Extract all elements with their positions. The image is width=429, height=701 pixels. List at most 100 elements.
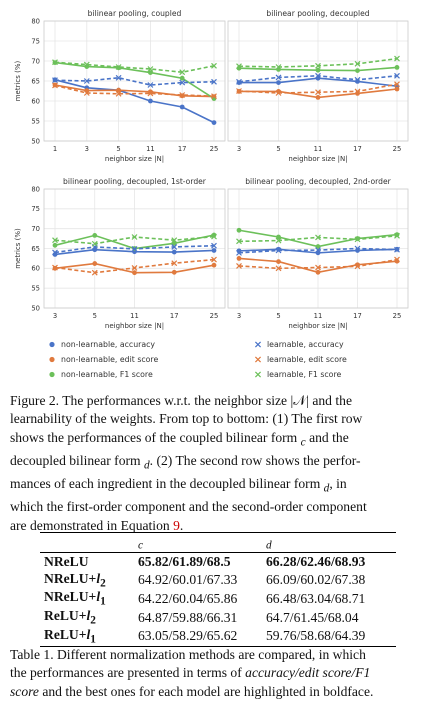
x-tick-label: 25 [210,145,219,153]
data-point [276,259,281,264]
y-tick-label: 55 [31,285,40,293]
data-point [395,87,400,92]
table-cell: 65.82/61.89/68.5 [132,552,260,571]
legend-marker [255,372,260,377]
y-tick-label: 65 [31,77,40,85]
legend-marker [49,342,54,347]
y-tick-label: 50 [31,304,40,312]
table-caption-text: Different normalization methods are comp… [54,647,366,662]
x-tick-label: 11 [146,145,155,153]
table-caption-label: Table 1. [10,647,54,662]
data-point [132,270,137,275]
x-tick-label: 5 [276,145,280,153]
y-tick-label: 75 [31,37,40,45]
x-axis-label: neighbor size |N| [105,322,164,330]
y-axis-label: metrics (%) [14,60,22,101]
data-point [172,270,177,275]
y-tick-label: 60 [31,265,40,273]
x-tick-label: 11 [314,312,323,320]
data-point [148,99,153,104]
table-col-header: 𝒨c [132,533,260,553]
y-tick-label: 50 [31,137,40,145]
figure-caption-label: Figure 2. [10,393,59,408]
x-axis-label: neighbor size |N| [288,322,347,330]
x-tick-label: 3 [85,145,89,153]
figure-caption-text: which the first-order component and the … [10,498,416,516]
y-tick-label: 65 [31,245,40,253]
table-caption-text: accuracy/edit score/F1 [245,665,370,680]
table-caption-text: and the best ones for each model are hig… [39,684,373,699]
figure-caption-text: mances of each ingredient in the decoupl… [10,476,324,491]
data-point [212,120,217,125]
y-tick-label: 70 [31,225,40,233]
table-cell: 66.28/62.46/68.93 [260,552,396,571]
figure-caption-text: , in [329,476,346,491]
table-row-label: NReLU [40,552,132,571]
data-point [212,263,217,268]
figure-caption-text: are demonstrated in Equation [10,518,173,533]
x-tick-label: 3 [237,145,241,153]
table-col-header: 𝒨d [260,533,396,553]
data-point [92,261,97,266]
table-row: ReLU+l1 63.05/58.29/65.62 59.76/58.68/64… [40,627,396,646]
table-cell: 64.87/59.88/66.31 [132,608,260,627]
x-tick-label: 25 [393,312,402,320]
table-row: NReLU+l2 64.92/60.01/67.33 66.09/60.02/6… [40,571,396,590]
figure-caption-text: decoupled bilinear form 𝒨 [10,453,144,468]
table-row: NReLU 65.82/61.89/68.5 66.28/62.46/68.93 [40,552,396,571]
data-point [180,76,185,81]
legend-marker [255,357,260,362]
legend-label: non-learnable, edit score [61,355,158,364]
data-point [316,68,321,73]
table-header-row: 𝒨c 𝒨d [40,533,396,553]
x-axis-label: neighbor size |N| [288,155,347,163]
y-tick-label: 80 [31,185,40,193]
figure-caption-text: . (2) The second row shows the perfor- [150,453,361,468]
table-caption-text: the performances are presented in terms … [10,665,245,680]
figure-caption-text: learnability of the weights. From top to… [10,410,416,428]
table-cell: 64.7/61.45/68.04 [260,608,396,627]
chart-title: bilinear pooling, decoupled, 1st-order [63,177,207,186]
x-tick-label: 25 [210,312,219,320]
data-point [355,68,360,73]
y-tick-label: 75 [31,205,40,213]
data-point [212,248,217,253]
x-tick-label: 5 [116,145,120,153]
figure-caption-text: The performances w.r.t. the neighbor siz… [62,393,352,408]
table-row: ReLU+l2 64.87/59.88/66.31 64.7/61.45/68.… [40,608,396,627]
table-cell: 63.05/58.29/65.62 [132,627,260,646]
data-point [276,80,281,85]
table-row-label: ReLU+l2 [40,608,132,627]
table-row-label: NReLU+l1 [40,589,132,608]
legend-marker [255,342,260,347]
table-cell: 64.92/60.01/67.33 [132,571,260,590]
y-tick-label: 70 [31,57,40,65]
y-tick-label: 80 [31,17,40,25]
figure-2: bilinear pooling, coupled 1 3 5 11 17 25 neighb… [0,0,429,390]
legend-label: learnable, F1 score [267,370,341,379]
data-point [180,105,185,110]
x-tick-label: 17 [353,145,362,153]
data-point [316,95,321,100]
x-axis-label: neighbor size |N| [105,155,164,163]
table-row-label: ReLU+l1 [40,627,132,646]
legend-marker [49,357,54,362]
table-row-label: NReLU+l2 [40,571,132,590]
equation-reference-link[interactable]: 9 [173,518,180,533]
x-tick-label: 5 [93,312,97,320]
figure-caption-text: . [180,518,183,533]
y-tick-label: 60 [31,97,40,105]
table-caption: Table 1. Different normalization methods… [10,646,416,701]
x-tick-label: 5 [276,312,280,320]
table-cell: 64.22/60.04/65.86 [132,589,260,608]
x-tick-label: 25 [393,145,402,153]
data-point [92,233,97,238]
figure-caption-text: and the [306,430,349,445]
data-point [316,270,321,275]
table-corner-cell [40,533,132,553]
chart-title: bilinear pooling, decoupled, 2nd-order [245,177,391,186]
figure-caption: Figure 2. The performances w.r.t. the ne… [10,392,416,535]
data-point [172,250,177,255]
figure-caption-text: shows the performances of the coupled bi… [10,430,301,445]
data-point [395,65,400,70]
